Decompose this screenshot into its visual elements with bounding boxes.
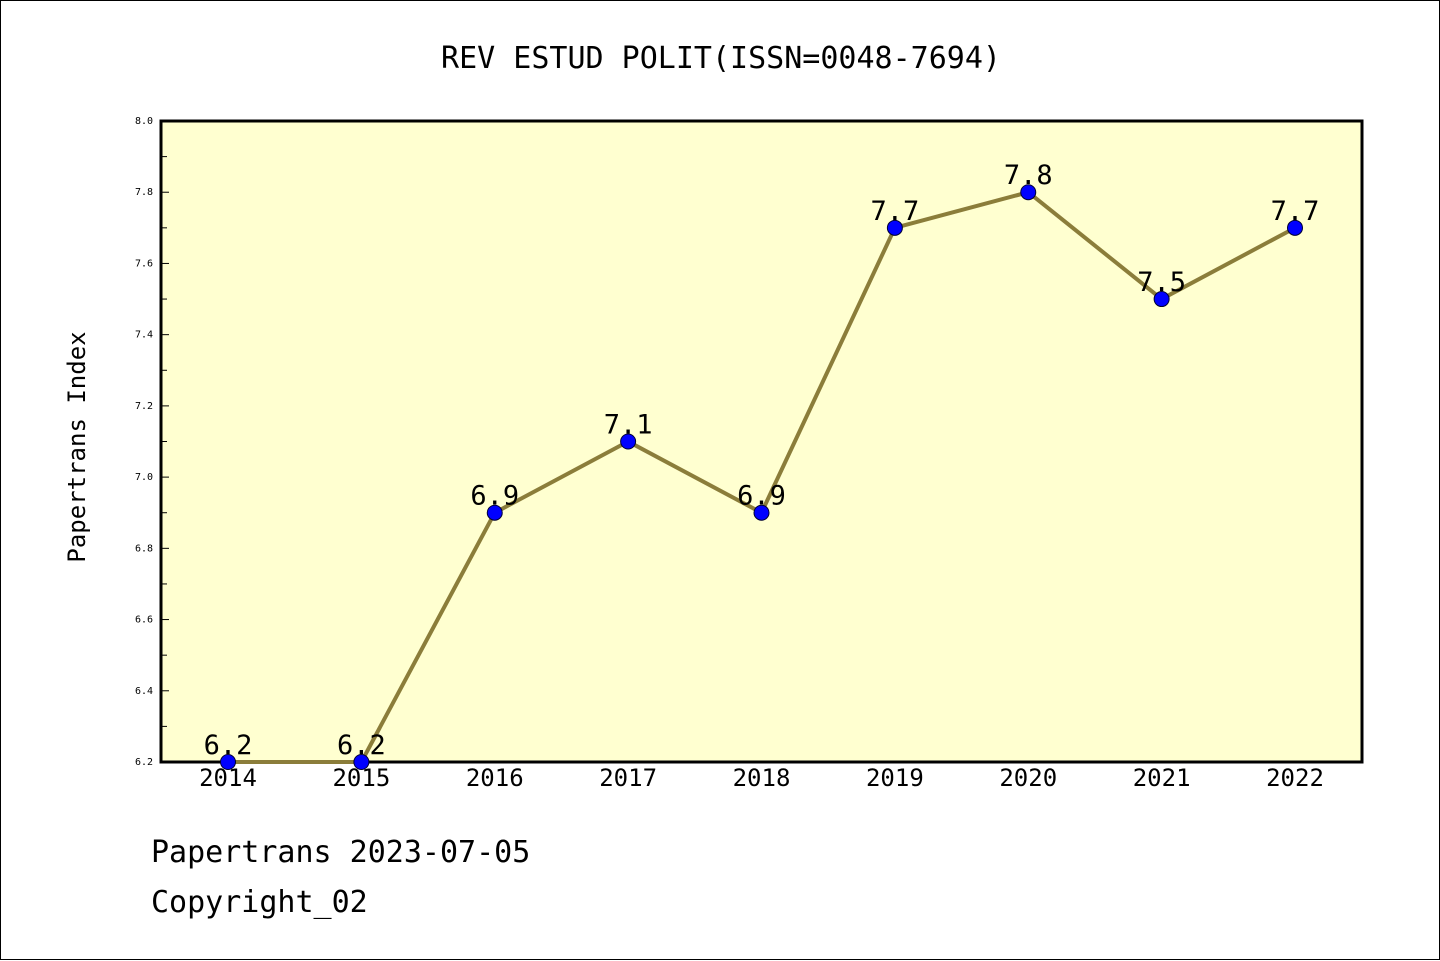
- y-tick-label: 8.0: [135, 116, 153, 127]
- x-tick-label: 2021: [1133, 764, 1191, 792]
- y-tick-label: 7.0: [135, 472, 153, 483]
- data-point: [353, 754, 370, 770]
- data-label: 6.2: [337, 730, 386, 761]
- y-tick-label: 6.6: [135, 615, 153, 626]
- data-point: [886, 219, 903, 236]
- y-tick-label: 7.4: [135, 330, 153, 341]
- x-tick-label: 2022: [1266, 764, 1324, 792]
- y-tick-label: 6.8: [135, 543, 153, 554]
- x-tick-label: 2016: [466, 764, 524, 792]
- data-point: [753, 504, 770, 521]
- y-tick-label: 6.2: [135, 757, 153, 768]
- y-axis-ticks: 6.2 6.4 6.6 6.8 7.0 7.2 7.4 7.6 7.8 8.0: [135, 116, 169, 768]
- data-point: [1153, 291, 1170, 308]
- chart-title: REV ESTUD POLIT(ISSN=0048-7694): [441, 41, 1001, 76]
- x-axis-ticks: 2014 2015 2016 2017 2018 2019 2020 2021 2022: [199, 764, 1324, 792]
- data-point: [486, 504, 503, 521]
- y-tick-label: 7.8: [135, 187, 153, 198]
- data-label: 7.5: [1137, 267, 1186, 298]
- y-tick-label: 7.6: [135, 258, 153, 269]
- footer-copyright: Copyright_02: [151, 885, 368, 920]
- data-point: [220, 754, 236, 770]
- data-label: 7.1: [604, 410, 653, 441]
- x-tick-label: 2020: [999, 764, 1057, 792]
- data-label: 6.9: [737, 481, 786, 512]
- data-point: [1020, 184, 1037, 201]
- data-labels: 6.2 6.2 6.9 7.1 6.9 7.7 7.8 7.5 7.7: [204, 160, 1320, 761]
- data-point: [620, 433, 637, 450]
- data-point: [1287, 219, 1303, 236]
- x-tick-label: 2018: [733, 764, 791, 792]
- data-label: 6.2: [204, 730, 253, 761]
- data-label: 7.7: [870, 196, 919, 227]
- y-tick-label: 7.2: [135, 401, 153, 412]
- y-tick-label: 6.4: [135, 686, 153, 697]
- data-label: 7.8: [1004, 160, 1053, 191]
- y-axis-label: Papertrans Index: [63, 331, 91, 562]
- plot-area: [159, 119, 1364, 764]
- x-tick-label: 2017: [599, 764, 657, 792]
- data-markers: [220, 184, 1303, 770]
- data-label: 6.9: [470, 481, 519, 512]
- footer-date: Papertrans 2023-07-05: [151, 835, 531, 870]
- data-label: 7.7: [1271, 196, 1320, 227]
- x-tick-label: 2019: [866, 764, 924, 792]
